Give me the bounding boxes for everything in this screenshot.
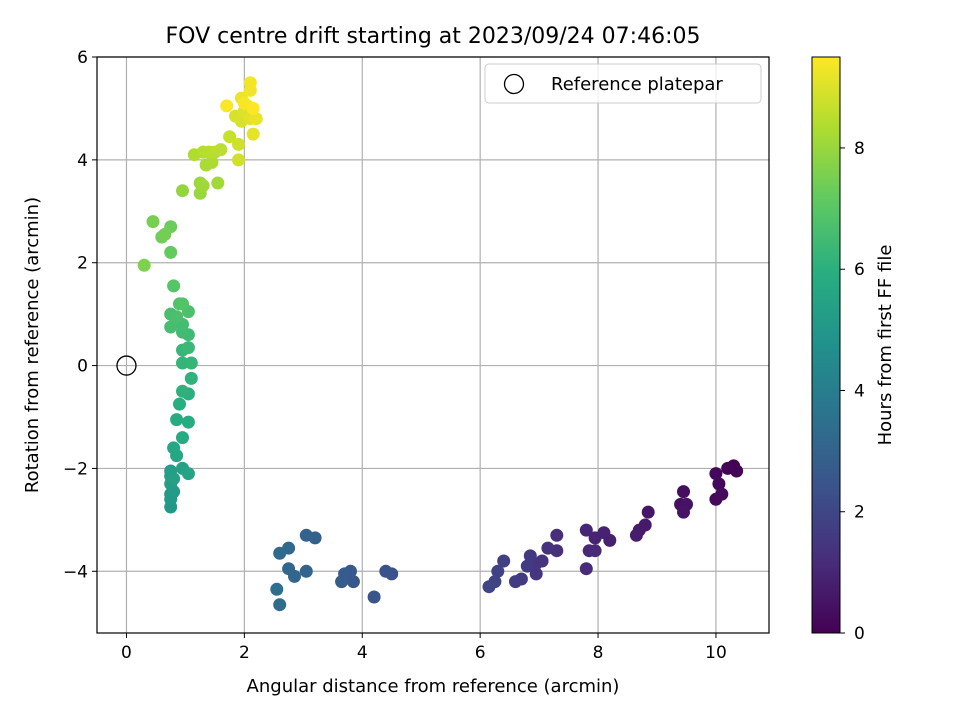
data-point [158,227,172,241]
data-point [181,341,195,355]
y-tick-label: 2 [77,254,88,274]
colorbar: 0 2 4 6 8 Hours from first FF file [811,56,896,644]
data-point [379,564,393,578]
data-point [223,130,237,144]
data-point [677,485,690,499]
y-tick-label: 4 [77,151,88,171]
x-tick-label: 4 [357,643,368,663]
y-axis-title: Rotation from reference (arcmin) [22,197,43,493]
data-point [176,384,189,398]
data-point [588,544,602,558]
data-point [167,472,181,486]
grid-lines [97,56,769,633]
data-point [641,505,655,519]
data-point [214,143,228,157]
legend-reference-marker [503,73,525,95]
x-tick-label: 0 [121,643,132,663]
scatter-points [137,76,744,612]
data-point [232,153,245,167]
legend-box [484,63,762,104]
colorbar-tick-label: 0 [854,624,865,644]
data-point [299,564,313,578]
data-point [588,531,602,545]
data-point [367,590,381,604]
data-point [220,99,234,113]
data-point [176,184,189,198]
data-point [167,441,181,455]
data-point [335,575,349,589]
colorbar-title: Hours from first FF file [875,245,896,446]
data-point [184,371,198,385]
data-point [579,562,593,576]
colorbar-tick-label: 4 [854,381,865,401]
legend-label: Reference platepar [551,74,723,95]
data-point [346,575,360,589]
data-point [273,598,287,612]
data-point [509,575,522,589]
x-tick-label: 8 [593,643,604,663]
data-point [246,101,260,115]
data-point [482,580,496,594]
data-point [497,554,511,568]
legend: Reference platepar [484,63,762,104]
data-point [721,461,735,475]
reference-marker [116,355,137,376]
x-axis-title: Angular distance from reference (arcmin) [247,676,620,697]
data-point [137,258,151,272]
x-tick-label: 6 [475,643,486,663]
data-point [246,127,260,141]
colorbar-tick-label: 6 [854,260,865,280]
data-point [715,487,729,501]
data-point [299,528,313,542]
data-point [184,356,198,370]
data-point [541,541,555,555]
data-point [164,245,178,259]
y-axis: −4 −2 0 2 4 6 [63,48,97,582]
data-point [170,413,184,427]
data-point [579,523,593,537]
y-tick-label: −2 [63,459,88,479]
reference-point [116,355,137,376]
y-tick-label: −4 [63,562,88,582]
data-point [176,297,189,311]
data-point [176,431,189,445]
data-point [181,467,195,481]
data-point [550,528,564,542]
data-point [205,155,219,169]
data-point [243,76,257,90]
data-point [146,215,160,229]
data-point [520,559,534,573]
x-tick-label: 2 [239,643,250,663]
data-point [491,564,505,578]
data-point [164,320,178,334]
data-point [629,528,643,542]
data-point [196,179,210,193]
data-point [282,562,296,576]
data-point [712,477,726,491]
x-axis: 0 2 4 6 8 10 [121,633,727,663]
colorbar-gradient [811,56,841,634]
plot-frame [96,56,770,634]
data-point [181,415,195,429]
x-tick-label: 10 [705,643,727,663]
data-point [173,397,186,411]
data-point [249,112,263,126]
chart-title: FOV centre drift starting at 2023/09/24 … [166,24,701,49]
colorbar-ticks: 0 2 4 6 8 [840,139,865,644]
data-point [170,310,184,324]
data-point [677,505,690,519]
data-point [167,279,181,293]
data-point [523,549,537,563]
colorbar-tick-label: 2 [854,503,865,523]
data-point [529,567,543,581]
colorbar-tick-label: 8 [854,139,865,159]
y-tick-label: 0 [77,357,88,377]
data-point [270,582,284,596]
y-tick-label: 6 [77,48,88,68]
data-point [273,546,287,560]
data-point [211,176,225,190]
data-point [232,137,245,151]
data-point [709,467,723,481]
